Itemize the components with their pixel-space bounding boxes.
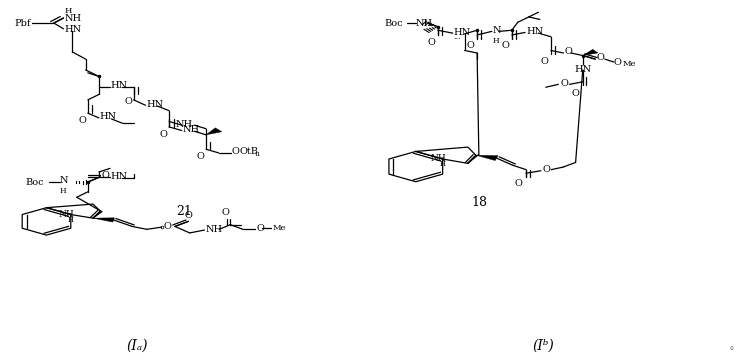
Polygon shape — [206, 128, 222, 135]
Polygon shape — [93, 218, 115, 222]
Text: Boc: Boc — [26, 178, 44, 186]
Text: OtB: OtB — [239, 147, 258, 156]
Text: HN: HN — [100, 112, 117, 121]
Text: O: O — [231, 147, 239, 156]
Text: NH: NH — [206, 225, 223, 234]
Text: O: O — [221, 208, 229, 217]
Text: NH: NH — [182, 125, 200, 134]
Text: Me: Me — [272, 224, 286, 232]
Polygon shape — [582, 49, 598, 55]
Text: HN: HN — [110, 172, 127, 181]
Text: NH: NH — [416, 18, 433, 28]
Text: ···: ··· — [454, 35, 461, 43]
Text: O: O — [565, 47, 572, 56]
Text: (Iᵇ): (Iᵇ) — [533, 338, 554, 352]
Text: O: O — [560, 79, 568, 88]
Text: HN: HN — [64, 25, 81, 34]
Text: H: H — [60, 188, 67, 195]
Polygon shape — [476, 155, 498, 160]
Text: O: O — [540, 57, 548, 66]
Text: O: O — [124, 97, 132, 106]
Text: O: O — [596, 53, 605, 62]
Text: u: u — [255, 150, 260, 158]
Text: H: H — [493, 37, 500, 45]
Text: N: N — [493, 26, 501, 35]
Text: 21: 21 — [176, 205, 192, 218]
Text: O: O — [78, 116, 86, 125]
Text: O: O — [613, 58, 622, 67]
Text: (Iₐ): (Iₐ) — [127, 338, 148, 352]
Text: H: H — [64, 7, 72, 15]
Text: H: H — [440, 160, 445, 168]
Text: N: N — [60, 176, 68, 185]
Text: ◦: ◦ — [728, 345, 734, 354]
Text: 18: 18 — [471, 196, 488, 209]
Text: H: H — [67, 216, 73, 224]
Text: O: O — [184, 211, 192, 220]
Text: HN: HN — [574, 65, 591, 74]
Text: HN: HN — [527, 27, 544, 36]
Text: O: O — [542, 165, 551, 174]
Text: NH: NH — [175, 120, 192, 129]
Text: NH: NH — [64, 13, 81, 22]
Text: O: O — [256, 224, 264, 233]
Text: O: O — [196, 152, 204, 161]
Text: Pbf: Pbf — [14, 18, 30, 28]
Text: NH: NH — [430, 154, 446, 163]
Text: HN: HN — [147, 100, 164, 109]
Text: O: O — [515, 179, 522, 188]
Text: HN: HN — [454, 28, 471, 37]
Text: O: O — [159, 130, 167, 139]
Text: O: O — [163, 222, 171, 231]
Text: O: O — [501, 41, 509, 50]
Text: Me: Me — [622, 60, 636, 68]
Text: O: O — [571, 89, 579, 98]
Text: NH: NH — [58, 210, 74, 219]
Text: HN: HN — [110, 81, 127, 90]
Text: O: O — [466, 41, 474, 50]
Text: O: O — [428, 38, 435, 47]
Text: O: O — [101, 171, 109, 180]
Text: Boc: Boc — [385, 18, 403, 28]
